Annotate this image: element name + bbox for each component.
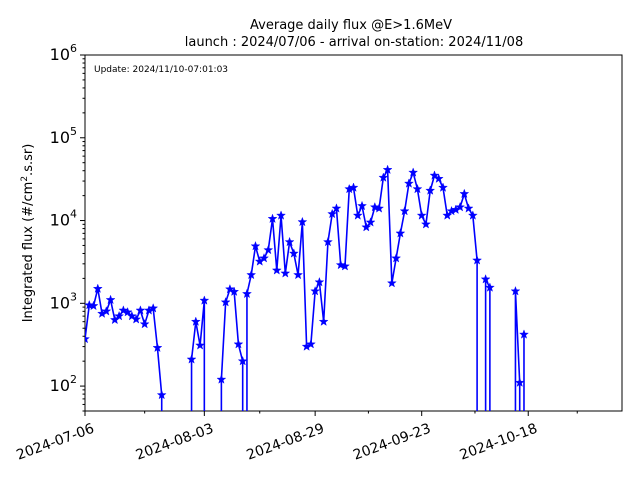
data-point-star bbox=[220, 297, 231, 307]
data-point-star bbox=[459, 188, 470, 199]
data-point-star bbox=[267, 213, 278, 223]
data-point-star bbox=[85, 333, 90, 344]
data-point-star bbox=[293, 269, 304, 280]
data-point-star bbox=[340, 261, 350, 271]
data-point-star bbox=[288, 248, 299, 258]
data-point-star bbox=[327, 208, 338, 219]
data-point-star bbox=[216, 374, 227, 384]
data-point-star bbox=[271, 265, 282, 275]
data-point-star bbox=[322, 236, 333, 247]
data-point-star bbox=[92, 283, 103, 293]
data-point-star bbox=[195, 340, 206, 350]
data-point-star bbox=[280, 268, 291, 278]
data-point-star bbox=[122, 307, 133, 317]
data-point-star bbox=[357, 200, 367, 211]
data-point-star bbox=[391, 253, 402, 263]
data-point-star bbox=[263, 244, 274, 255]
data-point-star bbox=[442, 210, 453, 220]
data-point-star bbox=[378, 172, 389, 182]
data-point-star bbox=[114, 310, 125, 321]
data-point-star bbox=[190, 316, 201, 326]
data-point-star bbox=[510, 286, 521, 296]
data-point-star bbox=[152, 342, 163, 353]
data-point-star bbox=[284, 236, 295, 247]
data-point-star bbox=[335, 259, 346, 270]
data-point-star bbox=[88, 300, 99, 311]
y-tick-label: 106 bbox=[50, 42, 77, 64]
data-point-star bbox=[386, 278, 397, 288]
data-point-star bbox=[233, 339, 244, 349]
data-point-star bbox=[412, 183, 423, 194]
data-point-star bbox=[331, 203, 342, 213]
data-point-star bbox=[369, 202, 380, 212]
data-point-star bbox=[395, 228, 406, 238]
y-axis-ticks: 102 103 104 105 106 bbox=[50, 42, 85, 412]
data-point-star bbox=[276, 210, 286, 220]
data-point-star bbox=[425, 185, 436, 195]
data-point-star bbox=[455, 202, 465, 212]
data-point-star bbox=[403, 178, 414, 188]
data-point-star bbox=[186, 354, 197, 364]
update-annotation: Update: 2024/11/10-07:01:03 bbox=[94, 65, 228, 75]
data-point-star bbox=[229, 286, 240, 296]
data-point-star bbox=[361, 222, 372, 232]
data-point-star bbox=[463, 203, 474, 213]
data-point-star bbox=[224, 284, 235, 294]
data-point-star bbox=[156, 389, 167, 400]
data-point-star bbox=[305, 339, 316, 349]
data-point-star bbox=[118, 305, 129, 315]
y-tick-label: 102 bbox=[50, 373, 77, 395]
data-point-star bbox=[246, 269, 257, 280]
series-line bbox=[514, 290, 521, 411]
series-line bbox=[484, 278, 491, 411]
data-point-star bbox=[310, 286, 321, 296]
data-point-star bbox=[131, 314, 142, 324]
data-point-star bbox=[438, 182, 448, 192]
data-point-star bbox=[148, 303, 159, 313]
series-line bbox=[190, 299, 206, 411]
data-point-star bbox=[242, 288, 252, 299]
y-tick-label: 104 bbox=[50, 208, 77, 230]
data-point-star bbox=[399, 205, 410, 216]
data-point-star bbox=[484, 282, 495, 292]
data-point-star bbox=[416, 210, 427, 220]
data-point-star bbox=[514, 377, 525, 387]
chart-subtitle: launch : 2024/07/06 - arrival on-station… bbox=[185, 35, 523, 50]
data-point-star bbox=[297, 216, 308, 227]
data-point-star bbox=[382, 164, 393, 175]
data-point-star bbox=[365, 217, 376, 227]
data-point-star bbox=[467, 210, 478, 220]
plot-area bbox=[84, 54, 623, 412]
y-axis-label: Integrated flux (#/cm2.s.sr) bbox=[20, 144, 36, 323]
data-point-star bbox=[318, 316, 329, 326]
data-point-star bbox=[408, 167, 419, 177]
y-tick-label: 103 bbox=[50, 290, 77, 312]
data-point-star bbox=[374, 203, 385, 213]
data-point-star bbox=[480, 274, 491, 284]
data-point-star bbox=[314, 276, 325, 287]
data-point-star bbox=[250, 240, 261, 251]
data-point-star bbox=[433, 173, 444, 183]
data-point-star bbox=[101, 306, 112, 316]
data-point-star bbox=[519, 329, 529, 339]
data-point-star bbox=[421, 219, 431, 229]
flux-series bbox=[85, 164, 529, 411]
data-point-star bbox=[105, 294, 116, 305]
data-point-star bbox=[199, 295, 210, 305]
data-point-star bbox=[352, 210, 363, 220]
data-point-star bbox=[259, 253, 269, 263]
y-tick-label: 105 bbox=[50, 125, 77, 147]
data-point-star bbox=[348, 182, 359, 192]
data-point-star bbox=[237, 355, 248, 366]
data-point-star bbox=[139, 318, 150, 329]
chart-title: Average daily flux @E>1.6MeV bbox=[250, 18, 452, 33]
data-point-star bbox=[135, 305, 146, 315]
data-point-star bbox=[472, 255, 483, 265]
